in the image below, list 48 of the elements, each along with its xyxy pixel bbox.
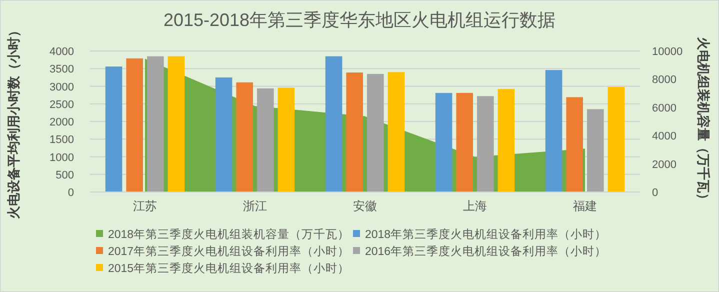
bar	[257, 88, 274, 192]
y-tick-label: 3000	[50, 81, 74, 94]
y-tick-label: 0	[68, 187, 74, 199]
y-tick-label: 2500	[50, 98, 74, 111]
legend-label: 2018年第三季度火电机组设备利用率（小时）	[365, 227, 607, 241]
legend-label: 2015年第三季度火电机组设备利用率（小时）	[108, 261, 350, 275]
legend-label: 2016年第三季度火电机组设备利用率（小时）	[365, 244, 607, 258]
y2-tick-label: 4000	[652, 130, 676, 143]
y-tick-label: 1000	[50, 152, 74, 164]
x-tick-label: 浙江	[243, 199, 267, 213]
bar	[367, 74, 384, 192]
y-tick-label: 4000	[50, 46, 74, 58]
bar	[168, 56, 185, 192]
bar	[566, 97, 583, 192]
y-tick-label: 3500	[50, 64, 74, 76]
x-tick-label: 江苏	[133, 199, 157, 213]
y2-tick-label: 2000	[652, 158, 676, 171]
bar	[477, 96, 494, 192]
bar	[388, 72, 405, 192]
bar	[215, 77, 232, 192]
chart-title: 2015-2018年第三季度华东地区火电机组运行数据	[163, 10, 556, 30]
bar	[147, 56, 164, 192]
bar	[498, 89, 515, 192]
bar	[278, 88, 295, 192]
y2-tick-label: 10000	[652, 46, 683, 58]
y2-tick-label: 8000	[652, 74, 676, 86]
bar	[346, 72, 363, 192]
y-tick-label: 500	[56, 169, 74, 182]
y-tick-label: 1500	[50, 134, 74, 146]
bar	[325, 56, 342, 192]
x-tick-label: 安徽	[353, 199, 377, 213]
bar	[587, 109, 604, 192]
x-tick-label: 福建	[573, 199, 597, 213]
legend-label: 2018年第三季度火电机组装机容量（万千瓦）	[108, 227, 350, 241]
bar	[105, 66, 122, 192]
legend-label: 2017年第三季度火电机组设备利用率（小时）	[108, 244, 350, 258]
y-axis-title: 火电设备平均利用小时数（小时）	[6, 24, 21, 220]
y2-axis-title: 火电机组装机容量（万千瓦）	[696, 36, 711, 206]
x-tick-label: 上海	[463, 199, 487, 213]
bar	[545, 70, 562, 192]
bar	[608, 86, 625, 192]
y2-tick-label: 6000	[652, 102, 676, 114]
y-tick-label: 2000	[50, 116, 74, 128]
bar	[435, 92, 452, 192]
bar	[236, 82, 253, 192]
bar	[126, 58, 143, 192]
bar	[456, 92, 473, 192]
y2-tick-label: 0	[652, 187, 658, 199]
